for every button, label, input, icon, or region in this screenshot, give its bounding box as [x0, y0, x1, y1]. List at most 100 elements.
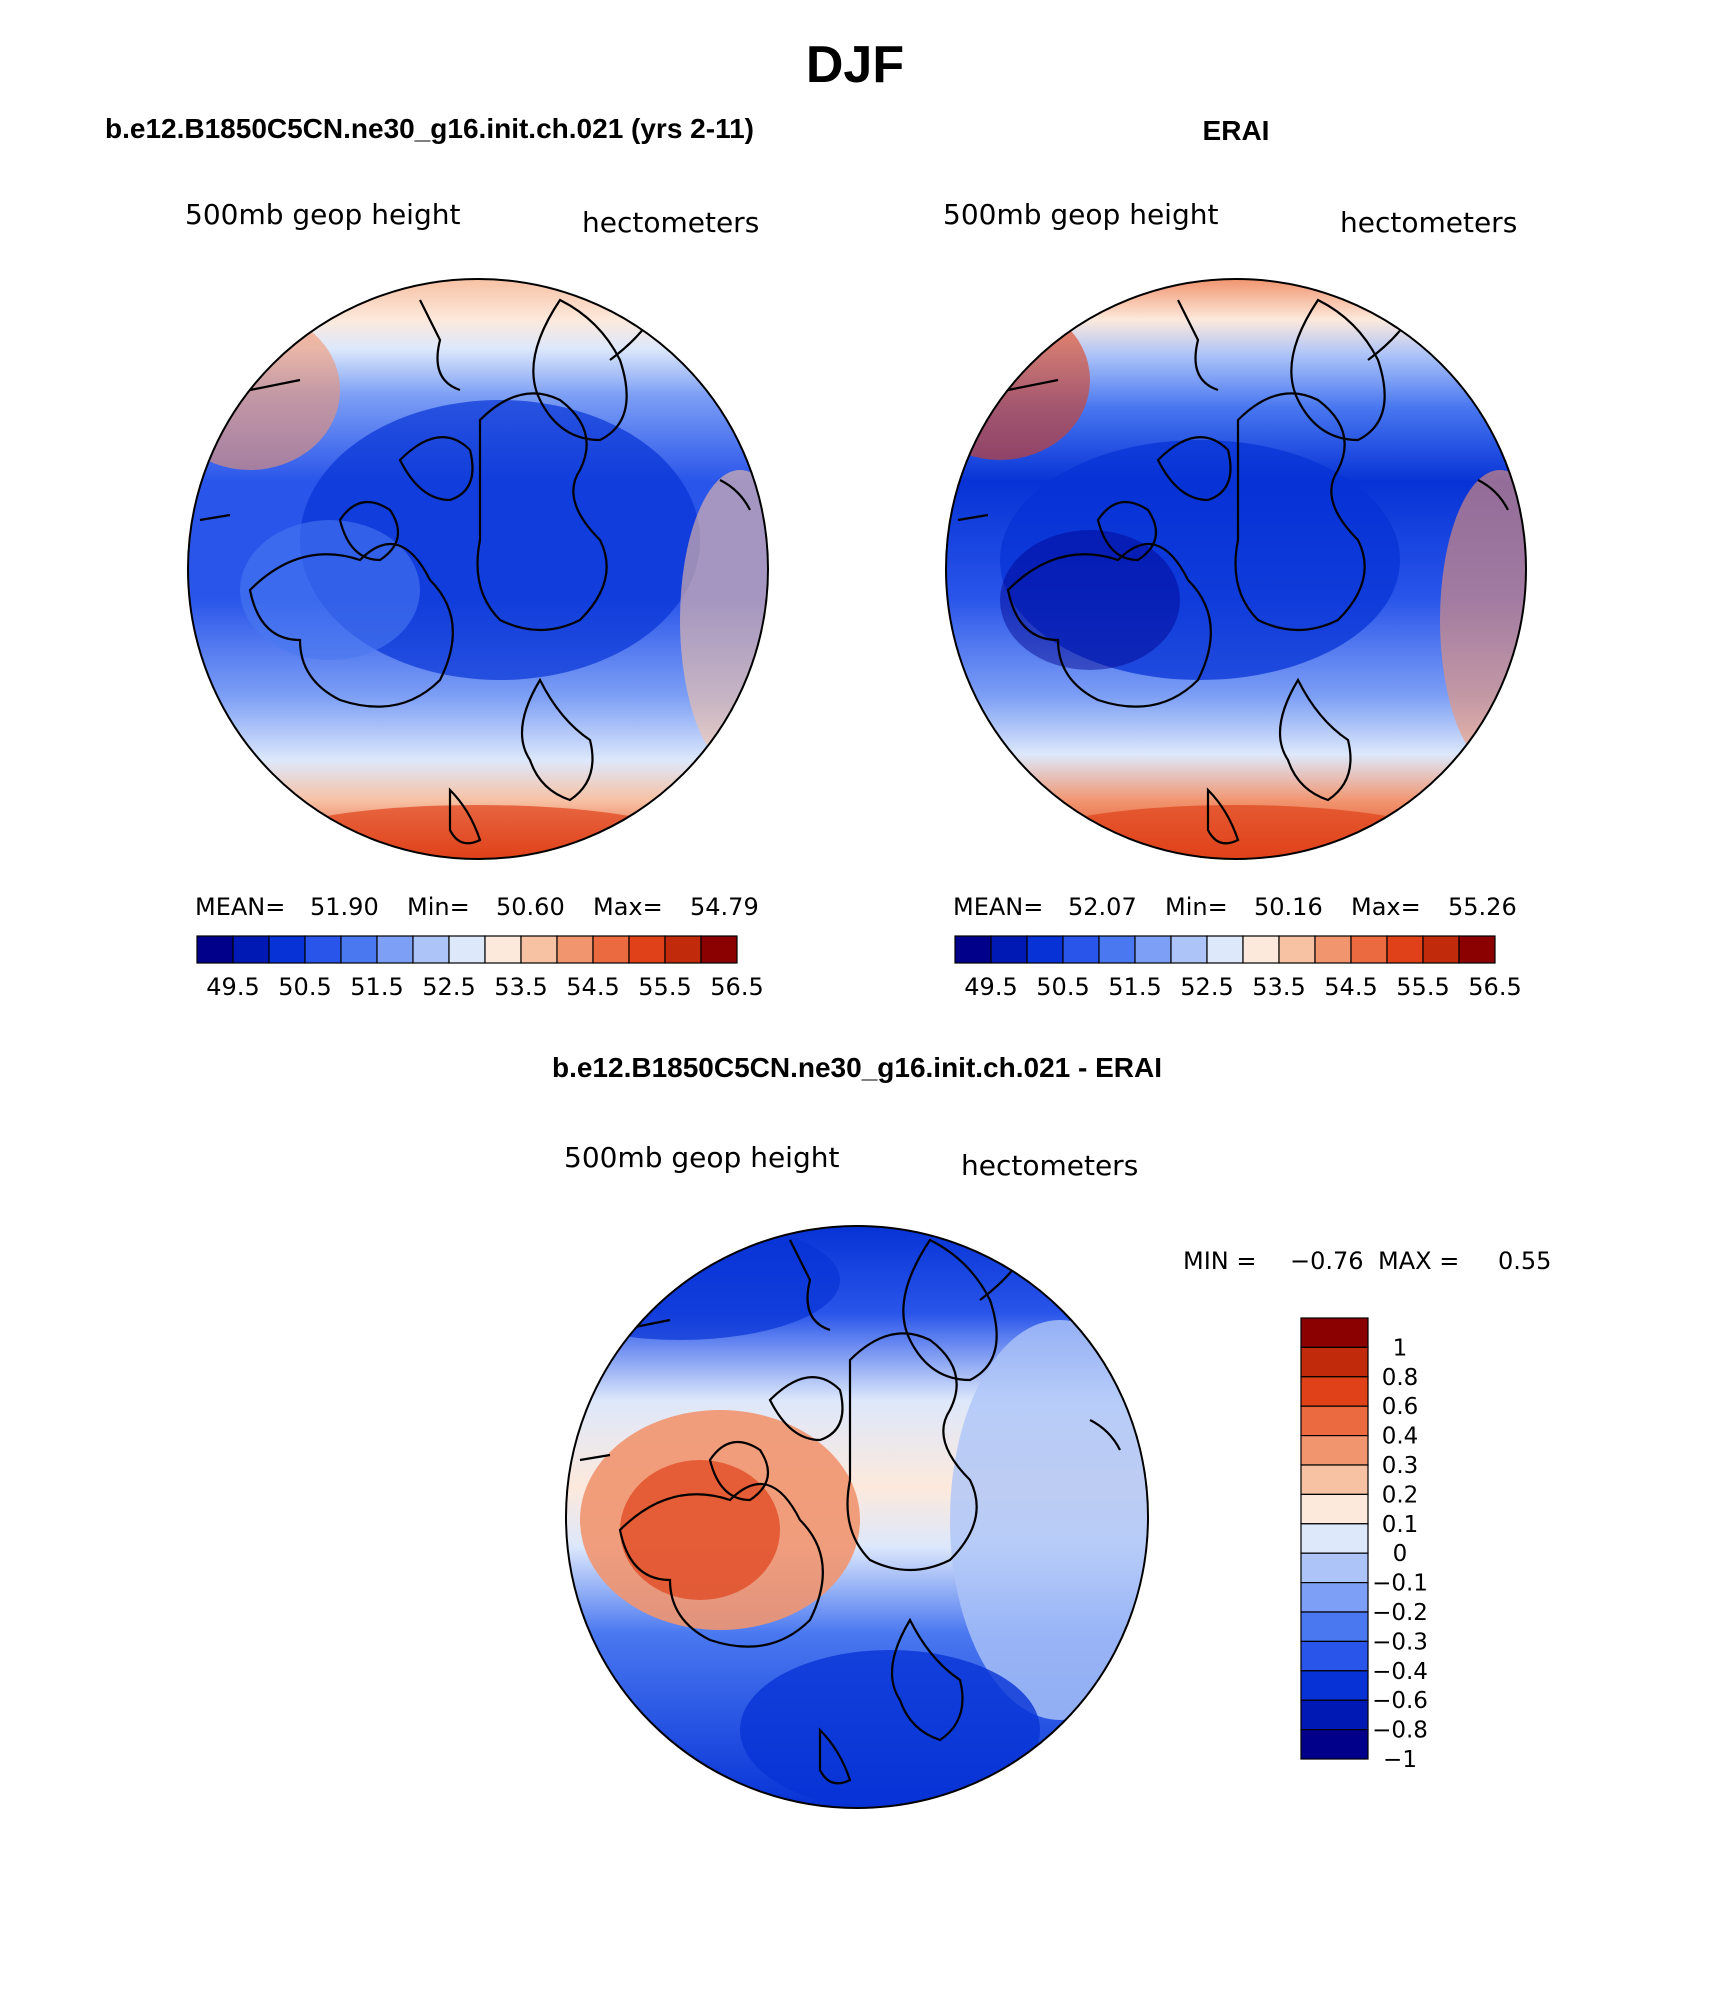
panel-2-stats: MEAN= 52.07 Min= 50.16 Max= 55.26 — [953, 893, 1517, 921]
colorbar-difference-tick-label: 0.6 — [1382, 1394, 1419, 1420]
panel-1-variable: 500mb geop height — [185, 198, 460, 231]
colorbar-model-tick-label: 49.5 — [206, 973, 259, 1001]
colorbar-erai-swatch — [1386, 935, 1424, 964]
panel-1-max-label: Max= — [593, 893, 663, 921]
colorbar-erai-swatch — [1026, 935, 1064, 964]
panel-1-min-value: 50.60 — [496, 893, 565, 921]
colorbar-difference-swatch — [1300, 1670, 1369, 1701]
colorbar-erai-tick-label: 53.5 — [1252, 973, 1305, 1001]
colorbar-difference-swatch — [1300, 1552, 1369, 1584]
panel-2-min-label: Min= — [1165, 893, 1228, 921]
colorbar-difference-swatch — [1300, 1434, 1369, 1466]
figure-title: DJF — [806, 36, 904, 94]
colorbar-model-swatch — [376, 935, 414, 964]
colorbar-difference-swatch — [1300, 1699, 1369, 1731]
map-difference-coastlines — [579, 1238, 1121, 1785]
map-erai-boundary — [945, 278, 1527, 860]
colorbar-model-swatch — [304, 935, 342, 964]
colorbar-difference-swatch — [1300, 1611, 1369, 1642]
colorbar-model-swatch — [628, 935, 666, 964]
colorbar-difference-tick-label: −0.1 — [1372, 1571, 1428, 1597]
colorbar-erai-tick-label: 54.5 — [1324, 973, 1377, 1001]
colorbar-difference-swatch — [1300, 1317, 1369, 1348]
colorbar-difference-tick-label: −0.2 — [1372, 1600, 1428, 1626]
colorbar-model-swatch — [592, 935, 630, 964]
colorbar-model-tick-label: 54.5 — [566, 973, 619, 1001]
colorbar-model-swatch — [196, 935, 234, 964]
colorbar-model-tick-label: 50.5 — [278, 973, 331, 1001]
panel-1-title: b.e12.B1850C5CN.ne30_g16.init.ch.021 (yr… — [105, 113, 754, 144]
colorbar-erai-tick-label: 50.5 — [1036, 973, 1089, 1001]
colorbar-model-tick-label: 51.5 — [350, 973, 403, 1001]
colorbar-erai-swatch — [1062, 935, 1100, 964]
colorbar-difference-swatch — [1300, 1493, 1369, 1525]
panel-1-min-label: Min= — [407, 893, 470, 921]
colorbar-erai-swatch — [1350, 935, 1388, 964]
panel-2-mean-value: 52.07 — [1068, 893, 1137, 921]
colorbar-difference-tick-label: −0.8 — [1372, 1718, 1428, 1744]
colorbar-difference-swatch — [1300, 1523, 1369, 1554]
panel-3-max-value: 0.55 — [1498, 1247, 1551, 1275]
colorbar-model-swatch — [340, 935, 378, 964]
panel-3-min-label: MIN = — [1183, 1247, 1256, 1275]
colorbar-difference-tick-label: 0.4 — [1382, 1424, 1419, 1450]
colorbar-difference-swatch — [1300, 1640, 1369, 1672]
colorbar-erai-tick-label: 55.5 — [1396, 973, 1449, 1001]
map-erai — [945, 278, 1527, 860]
panel-1-units: hectometers — [582, 206, 759, 239]
colorbar-erai-swatch — [1242, 935, 1280, 964]
panel-3-units: hectometers — [961, 1149, 1138, 1182]
panel-2-title: ERAI — [1203, 115, 1270, 146]
map-erai-coastlines — [957, 298, 1509, 845]
panel-3-variable: 500mb geop height — [564, 1141, 839, 1174]
colorbar-difference-swatch — [1300, 1346, 1369, 1378]
panel-1-max-value: 54.79 — [690, 893, 759, 921]
colorbar-erai-tick-label: 51.5 — [1108, 973, 1161, 1001]
colorbar-erai-swatch — [1098, 935, 1136, 964]
colorbar-difference-tick-label: 0.1 — [1382, 1512, 1419, 1538]
colorbar-model-tick-label: 52.5 — [422, 973, 475, 1001]
colorbar-erai: 49.5 50.5 51.5 52.5 53.5 54.5 55.5 56.5 — [954, 935, 1522, 1001]
map-difference — [565, 1225, 1149, 1809]
colorbar-difference-swatch — [1300, 1405, 1369, 1437]
colorbar-difference-swatch — [1300, 1581, 1369, 1613]
colorbar-difference-swatch — [1300, 1464, 1369, 1495]
panel-2-units: hectometers — [1340, 206, 1517, 239]
colorbar-difference-tick-label: −1 — [1383, 1747, 1417, 1773]
panel-1-stats: MEAN= 51.90 Min= 50.60 Max= 54.79 — [195, 893, 759, 921]
panel-2-variable: 500mb geop height — [943, 198, 1218, 231]
panel-2-max-value: 55.26 — [1448, 893, 1517, 921]
colorbar-difference-tick-label: 0.3 — [1382, 1453, 1419, 1479]
colorbar-difference-tick-label: 0 — [1393, 1541, 1408, 1567]
colorbar-erai-swatch — [954, 935, 992, 964]
panel-2-max-label: Max= — [1351, 893, 1421, 921]
map-model — [187, 278, 769, 860]
colorbar-model-tick-label: 53.5 — [494, 973, 547, 1001]
panel-2-mean-label: MEAN= — [953, 893, 1043, 921]
panel-3-stats: MIN = −0.76 MAX = 0.55 — [1183, 1247, 1551, 1275]
colorbar-erai-swatch — [1458, 935, 1496, 964]
colorbar-model-swatch — [556, 935, 594, 964]
colorbar-model-swatch — [664, 935, 702, 964]
colorbar-model-swatch — [268, 935, 306, 964]
colorbar-model-swatch — [448, 935, 486, 964]
panel-3-title: b.e12.B1850C5CN.ne30_g16.init.ch.021 - E… — [552, 1052, 1162, 1083]
colorbar-erai-tick-label: 52.5 — [1180, 973, 1233, 1001]
colorbar-erai-swatch — [1134, 935, 1172, 964]
colorbar-difference-tick-label: 0.2 — [1382, 1482, 1419, 1508]
colorbar-model-swatch — [520, 935, 558, 964]
colorbar-difference-swatch — [1300, 1728, 1369, 1760]
colorbar-model-swatch — [700, 935, 738, 964]
colorbar-model-tick-label: 55.5 — [638, 973, 691, 1001]
colorbar-erai-swatch — [1422, 935, 1460, 964]
colorbar-model-swatch — [412, 935, 450, 964]
colorbar-erai-swatch — [990, 935, 1028, 964]
panel-3-max-label: MAX = — [1378, 1247, 1459, 1275]
colorbar-model-swatch — [232, 935, 270, 964]
panel-1-mean-label: MEAN= — [195, 893, 285, 921]
colorbar-difference-tick-label: −0.3 — [1372, 1629, 1428, 1655]
colorbar-erai-tick-label: 56.5 — [1468, 973, 1521, 1001]
colorbar-erai-swatch — [1206, 935, 1244, 964]
panel-1-mean-value: 51.90 — [310, 893, 379, 921]
colorbar-erai-tick-label: 49.5 — [964, 973, 1017, 1001]
